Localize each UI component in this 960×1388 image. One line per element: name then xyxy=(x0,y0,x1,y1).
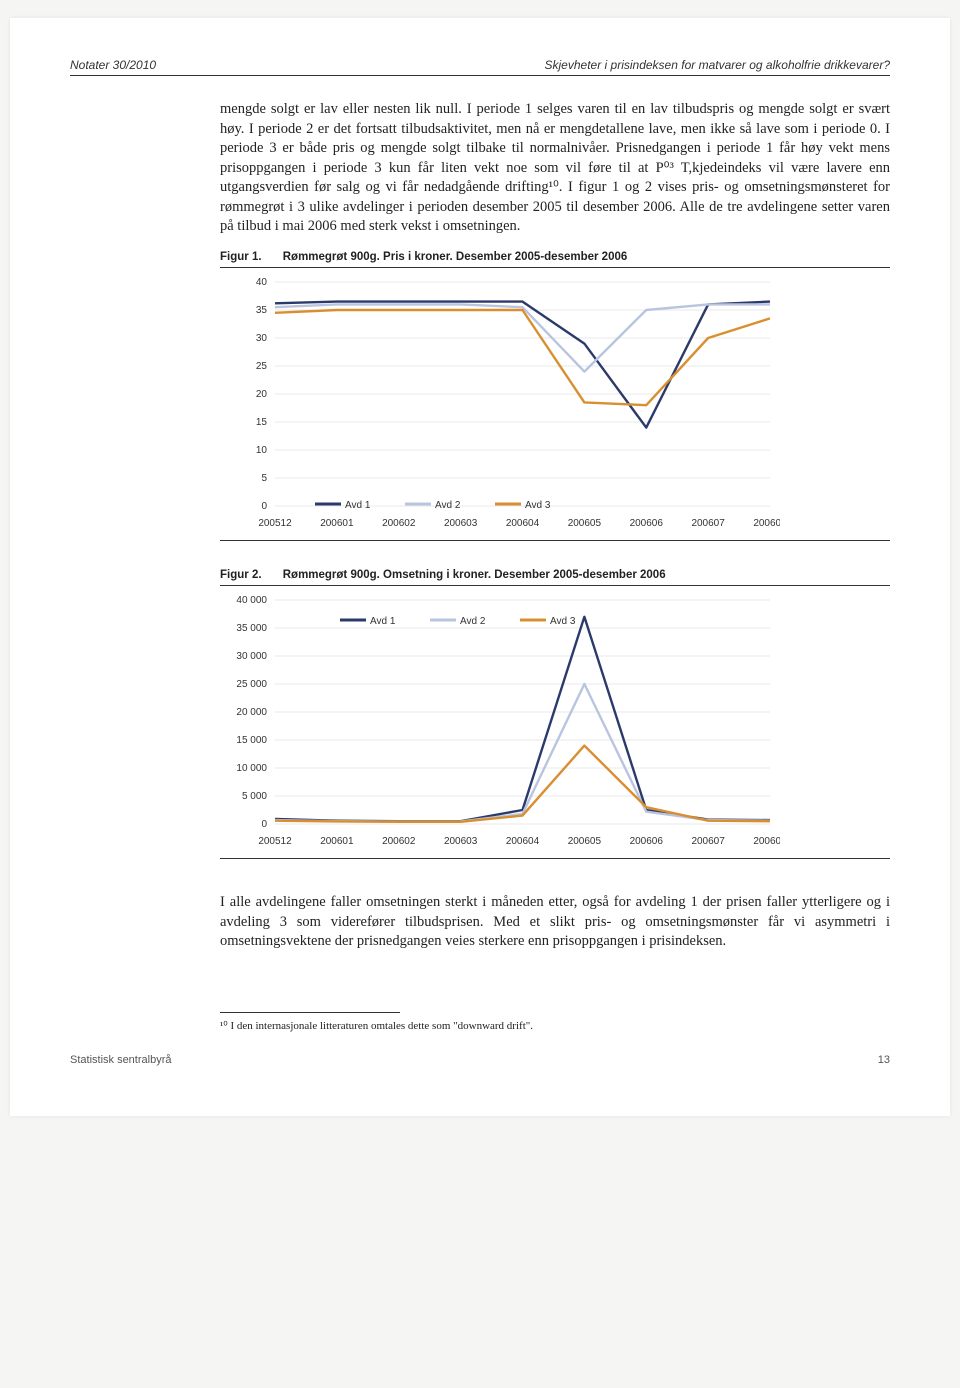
svg-text:200604: 200604 xyxy=(506,518,540,529)
svg-text:0: 0 xyxy=(261,819,267,830)
footnote-text: ¹⁰ I den internasjonale litteraturen omt… xyxy=(220,1019,890,1032)
svg-text:200606: 200606 xyxy=(630,836,664,847)
svg-text:15 000: 15 000 xyxy=(236,735,267,746)
svg-text:25 000: 25 000 xyxy=(236,679,267,690)
svg-text:200601: 200601 xyxy=(320,836,354,847)
svg-text:40 000: 40 000 xyxy=(236,595,267,606)
svg-text:20 000: 20 000 xyxy=(236,707,267,718)
svg-text:20: 20 xyxy=(256,389,268,400)
body-paragraph-2: I alle avdelingene faller omsetningen st… xyxy=(220,893,890,952)
page: Notater 30/2010 Skjevheter i prisindekse… xyxy=(10,18,950,1116)
svg-text:200605: 200605 xyxy=(568,836,602,847)
figure-1-caption: Figur 1. Rømmegrøt 900g. Pris i kroner. … xyxy=(220,251,890,268)
figure-2-chart: 0 5 000 10 000 15 000 20 000 25 000 30 000 35 0… xyxy=(220,588,890,859)
svg-text:200607: 200607 xyxy=(691,518,725,529)
svg-text:30: 30 xyxy=(256,333,268,344)
svg-text:200607: 200607 xyxy=(691,836,725,847)
svg-text:Avd 1: Avd 1 xyxy=(345,500,371,511)
figure-1-caption-text: Rømmegrøt 900g. Pris i kroner. Desember … xyxy=(283,251,628,263)
svg-text:200601: 200601 xyxy=(320,518,354,529)
svg-text:200602: 200602 xyxy=(382,518,416,529)
svg-text:Avd 1: Avd 1 xyxy=(370,616,396,627)
chart-1-svg: 0 5 10 15 20 25 30 35 40 200512 200601 200602 200603… xyxy=(220,274,780,534)
footer-right: 13 xyxy=(878,1054,890,1066)
svg-text:15: 15 xyxy=(256,417,268,428)
svg-text:200608: 200608 xyxy=(753,518,780,529)
svg-text:200602: 200602 xyxy=(382,836,416,847)
svg-text:5 000: 5 000 xyxy=(242,791,267,802)
figure-1-chart: 0 5 10 15 20 25 30 35 40 200512 200601 200602 200603… xyxy=(220,270,890,541)
svg-text:200606: 200606 xyxy=(630,518,664,529)
svg-text:200512: 200512 xyxy=(258,836,292,847)
svg-text:Avd 2: Avd 2 xyxy=(435,500,461,511)
page-header: Notater 30/2010 Skjevheter i prisindekse… xyxy=(70,58,890,76)
figure-1-caption-num: Figur 1. xyxy=(220,251,262,263)
svg-text:200603: 200603 xyxy=(444,518,478,529)
figure-1: Figur 1. Rømmegrøt 900g. Pris i kroner. … xyxy=(220,251,890,541)
svg-text:200603: 200603 xyxy=(444,836,478,847)
svg-text:Avd 3: Avd 3 xyxy=(550,616,576,627)
figure-2: Figur 2. Rømmegrøt 900g. Omsetning i kro… xyxy=(220,569,890,859)
header-left: Notater 30/2010 xyxy=(70,58,156,72)
svg-text:0: 0 xyxy=(261,501,267,512)
svg-text:35: 35 xyxy=(256,305,268,316)
svg-text:10: 10 xyxy=(256,445,268,456)
chart-2-svg: 0 5 000 10 000 15 000 20 000 25 000 30 000 35 0… xyxy=(220,592,780,852)
svg-text:25: 25 xyxy=(256,361,268,372)
figure-2-caption-text: Rømmegrøt 900g. Omsetning i kroner. Dese… xyxy=(283,569,666,581)
figure-2-caption: Figur 2. Rømmegrøt 900g. Omsetning i kro… xyxy=(220,569,890,586)
svg-text:35 000: 35 000 xyxy=(236,623,267,634)
svg-text:30 000: 30 000 xyxy=(236,651,267,662)
figure-2-caption-num: Figur 2. xyxy=(220,569,262,581)
footnote-rule xyxy=(220,1012,400,1013)
page-footer: Statistisk sentralbyrå 13 xyxy=(70,1054,890,1066)
footer-left: Statistisk sentralbyrå xyxy=(70,1054,171,1066)
svg-text:200512: 200512 xyxy=(258,518,292,529)
svg-text:40: 40 xyxy=(256,277,268,288)
svg-text:200608: 200608 xyxy=(753,836,780,847)
svg-text:200604: 200604 xyxy=(506,836,540,847)
svg-text:Avd 2: Avd 2 xyxy=(460,616,486,627)
paragraph2-text: I alle avdelingene faller omsetningen st… xyxy=(220,893,890,952)
body-paragraph-1: mengde solgt er lav eller nesten lik nul… xyxy=(220,100,890,237)
svg-text:10 000: 10 000 xyxy=(236,763,267,774)
header-right: Skjevheter i prisindeksen for matvarer o… xyxy=(545,58,891,72)
svg-text:200605: 200605 xyxy=(568,518,602,529)
svg-text:Avd 3: Avd 3 xyxy=(525,500,551,511)
svg-text:5: 5 xyxy=(261,473,267,484)
paragraph1-text: mengde solgt er lav eller nesten lik nul… xyxy=(220,100,890,237)
